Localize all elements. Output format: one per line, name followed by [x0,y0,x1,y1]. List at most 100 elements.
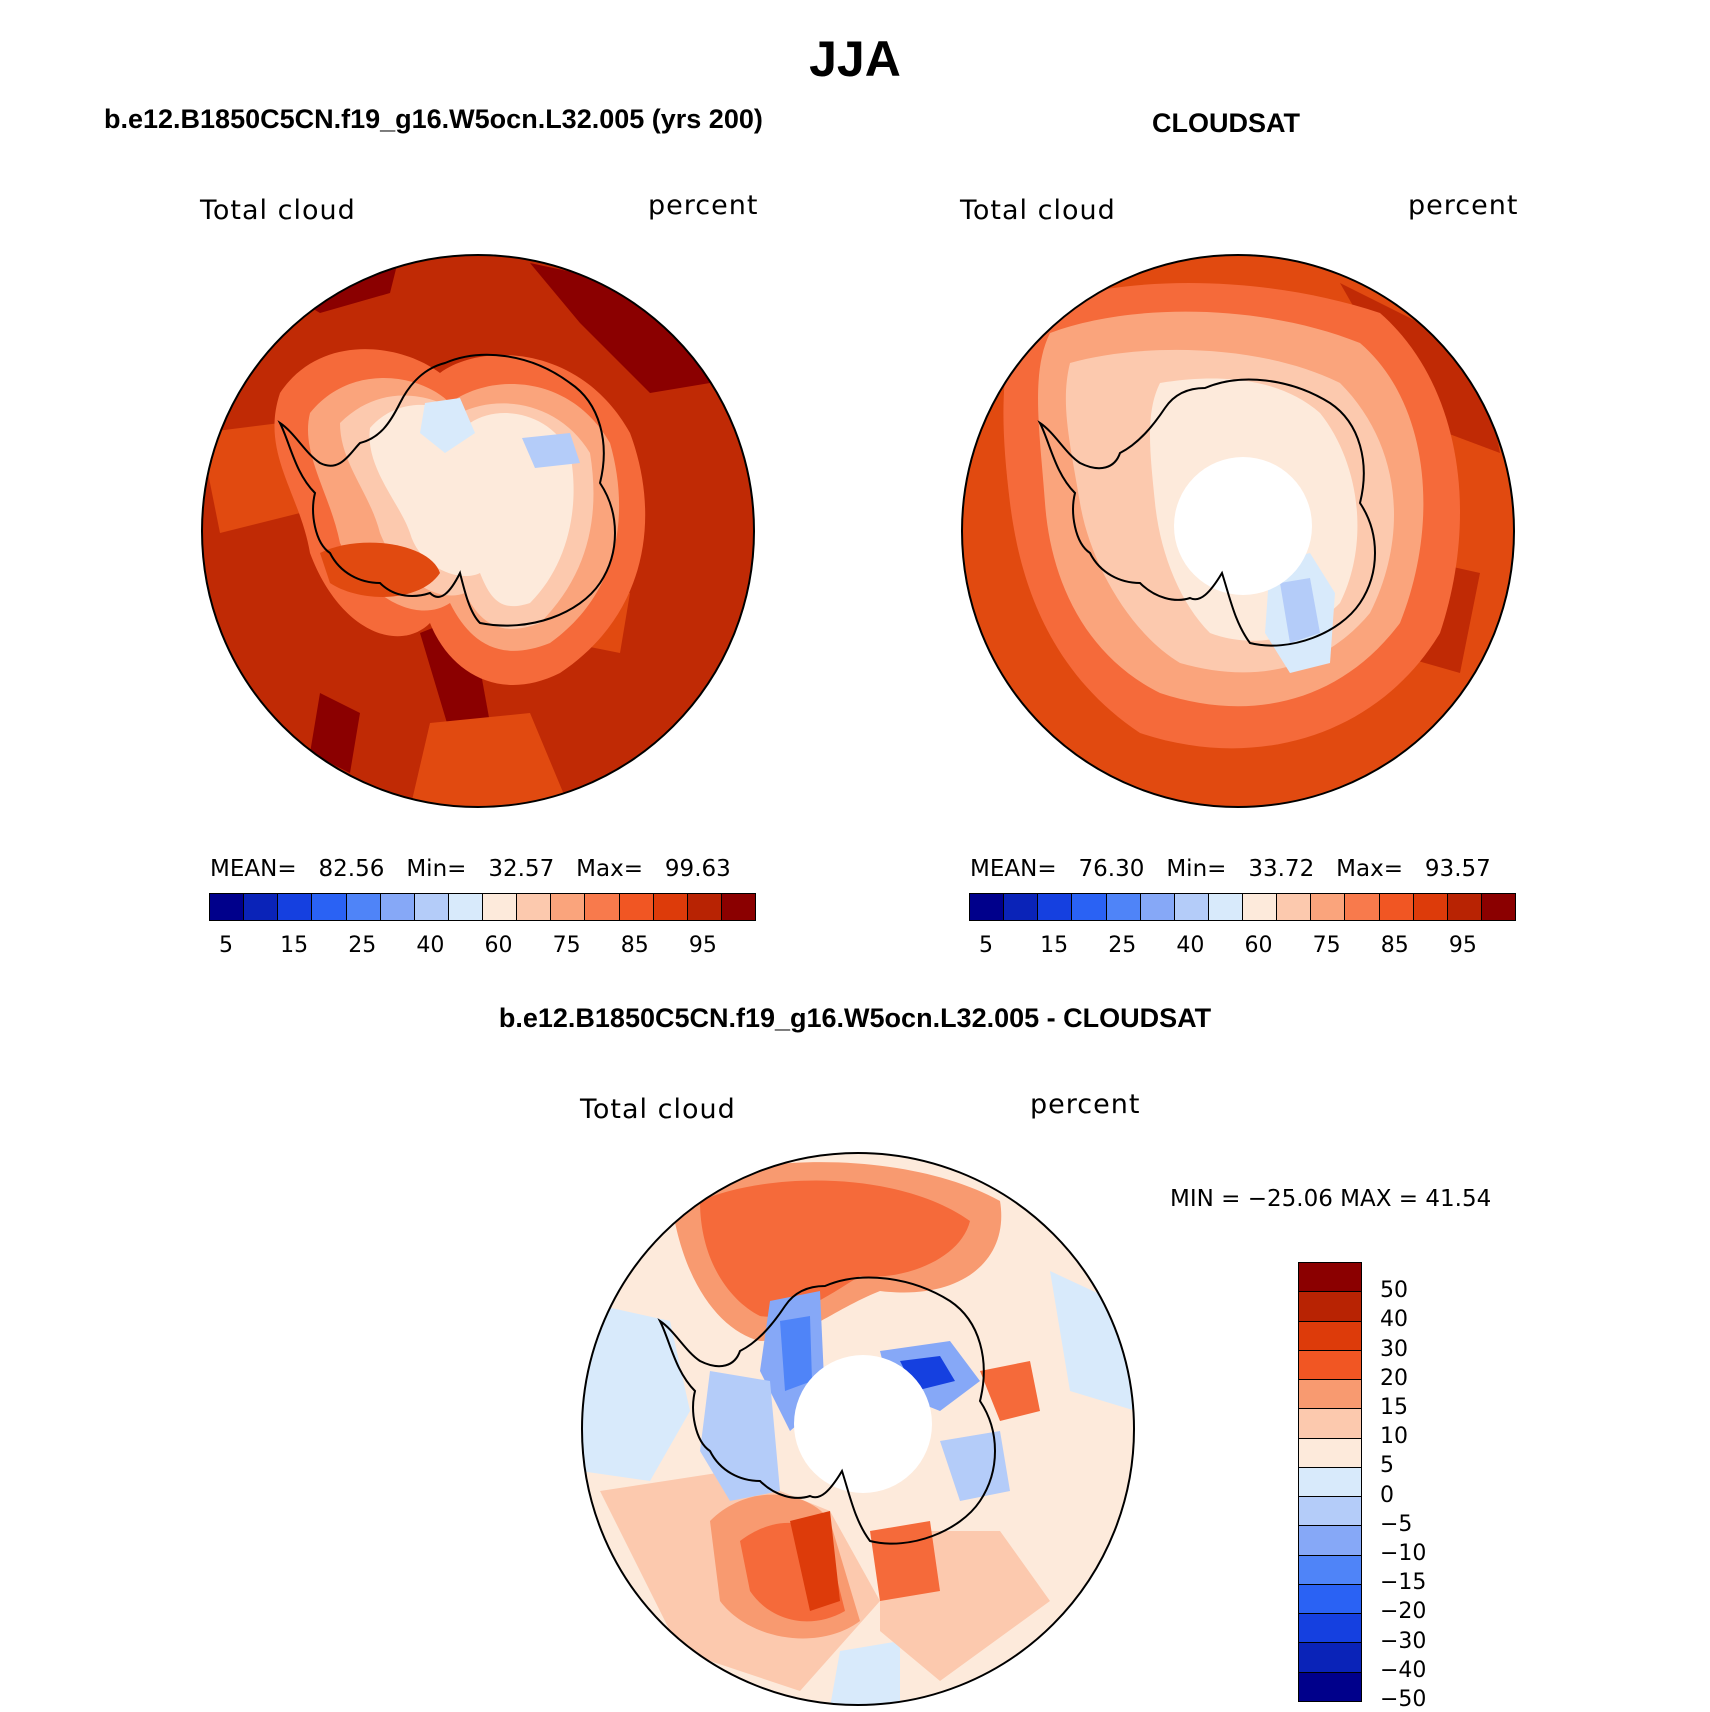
colorbar-swatch [312,894,347,920]
colorbar-tick-label: 20 [1380,1365,1408,1391]
obs-case-title: CLOUDSAT [1152,108,1300,138]
colorbar-swatch [721,894,755,920]
obs-colorbar [969,893,1516,921]
diff-minmax-label: MIN = −25.06 MAX = 41.54 [1170,1186,1492,1212]
colorbar-swatch [1299,1350,1361,1381]
max-label: Max= [576,856,643,882]
colorbar-swatch [619,894,654,920]
colorbar-swatch [1447,894,1482,920]
colorbar-swatch [1106,894,1141,920]
colorbar-swatch [1299,1555,1361,1585]
obs-stats: MEAN= 76.30 Min= 33.72 Max= 93.57 [970,856,1491,882]
colorbar-swatch [448,894,483,920]
max-label: Max= [1336,856,1403,882]
max-value: 93.57 [1424,856,1491,882]
diff-units-label: percent [1030,1089,1141,1120]
colorbar-tick-label: 60 [484,933,513,958]
min-label: Min= [1166,856,1227,882]
model-case-title: b.e12.B1850C5CN.f19_g16.W5ocn.L32.005 (y… [104,104,763,134]
model-units-label: percent [648,190,759,221]
min-value: 32.57 [488,856,555,882]
colorbar-tick-label: 30 [1380,1336,1408,1362]
colorbar-swatch [1072,894,1107,920]
colorbar-tick-label: −50 [1380,1687,1427,1712]
colorbar-tick-label: −30 [1380,1628,1427,1654]
colorbar-tick-label: 15 [1380,1395,1408,1420]
obs-polar-map [961,254,1515,808]
colorbar-swatch [380,894,415,920]
diff-colorbar [1298,1262,1362,1702]
colorbar-swatch [1174,894,1209,920]
colorbar-tick-label: −40 [1380,1657,1427,1683]
colorbar-swatch [551,894,586,920]
colorbar-tick-label: 95 [688,933,717,958]
colorbar-tick-label: 5 [1380,1453,1394,1479]
colorbar-swatch [1299,1672,1361,1701]
model-colorbar-ticks: 5 15 25 40 60 75 85 95 [209,933,754,963]
colorbar-swatch [1379,894,1414,920]
colorbar-tick-label: 40 [1176,933,1205,958]
colorbar-tick-label: 50 [1380,1278,1408,1304]
colorbar-swatch [1299,1438,1361,1468]
colorbar-swatch [1299,1497,1361,1527]
diff-field-label: Total cloud [580,1094,736,1125]
obs-units-label: percent [1408,190,1519,221]
colorbar-tick-label: 10 [1380,1424,1408,1450]
colorbar-swatch [970,894,1005,920]
colorbar-swatch [483,894,518,920]
colorbar-tick-label: −10 [1380,1541,1427,1566]
colorbar-tick-label: −20 [1380,1599,1427,1625]
colorbar-tick-label: 75 [552,933,581,958]
colorbar-tick-label: 40 [1380,1307,1408,1333]
mean-label: MEAN= [970,856,1057,882]
obs-field-label: Total cloud [960,195,1116,226]
colorbar-tick-label: −5 [1380,1511,1413,1537]
colorbar-swatch [1299,1584,1361,1615]
colorbar-swatch [210,894,245,920]
colorbar-tick-label: 5 [219,933,234,958]
obs-colorbar-ticks: 5 15 25 40 60 75 85 95 [969,933,1514,963]
colorbar-swatch [1481,894,1515,920]
colorbar-swatch [346,894,381,920]
colorbar-swatch [1299,1292,1361,1322]
colorbar-swatch [517,894,552,920]
colorbar-tick-label: 60 [1244,933,1273,958]
model-polar-map [201,254,755,808]
colorbar-swatch [1038,894,1073,920]
model-colorbar [209,893,756,921]
colorbar-swatch [1299,1467,1361,1498]
colorbar-swatch [1299,1263,1361,1293]
colorbar-tick-label: 95 [1448,933,1477,958]
colorbar-swatch [1299,1409,1361,1439]
colorbar-tick-label: −15 [1380,1570,1427,1596]
mean-value: 82.56 [318,856,385,882]
colorbar-tick-label: 5 [979,933,994,958]
colorbar-swatch [1140,894,1175,920]
model-stats: MEAN= 82.56 Min= 32.57 Max= 99.63 [210,856,731,882]
min-value: 33.72 [1248,856,1315,882]
model-field-label: Total cloud [200,195,356,226]
colorbar-swatch [1299,1643,1361,1673]
colorbar-swatch [1299,1321,1361,1351]
colorbar-tick-label: 25 [348,933,377,958]
colorbar-swatch [653,894,688,920]
colorbar-swatch [1208,894,1243,920]
colorbar-swatch [244,894,279,920]
colorbar-tick-label: 75 [1312,933,1341,958]
colorbar-tick-label: 15 [280,933,309,958]
figure-title: JJA [809,31,901,87]
colorbar-swatch [278,894,313,920]
colorbar-swatch [687,894,722,920]
colorbar-swatch [1413,894,1448,920]
max-value: 99.63 [664,856,731,882]
colorbar-swatch [1311,894,1346,920]
colorbar-swatch [1004,894,1039,920]
colorbar-swatch [1299,1380,1361,1410]
colorbar-tick-label: 40 [416,933,445,958]
min-label: Min= [406,856,467,882]
diff-colorbar-ticks: 50 40 30 20 15 10 5 0 −5 −10 −15 −20 −30 −40 −50 [1380,1262,1460,1712]
colorbar-swatch [414,894,449,920]
colorbar-swatch [1243,894,1278,920]
colorbar-tick-label: 25 [1108,933,1137,958]
colorbar-swatch [1277,894,1312,920]
